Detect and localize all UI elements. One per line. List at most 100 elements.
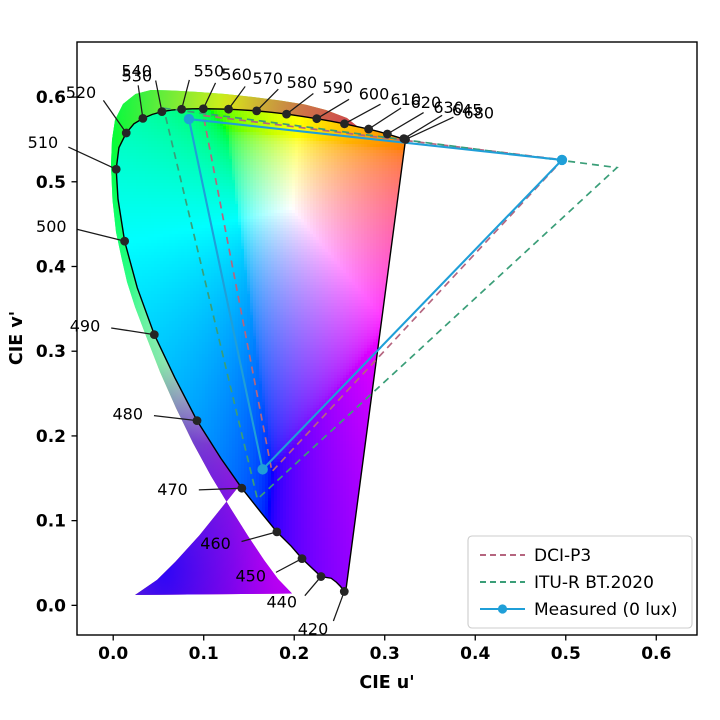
wavelength-leader-line: [228, 86, 246, 110]
wavelength-marker-dot: [111, 164, 121, 174]
wavelength-label-570: 570: [253, 69, 284, 88]
y-tick-label-0.5: 0.5: [36, 173, 66, 193]
wavelength-leader-line: [256, 88, 279, 112]
wavelength-label-510: 510: [28, 133, 59, 152]
wavelength-marker-dot: [297, 554, 307, 563]
y-tick-label-0.0: 0.0: [36, 596, 66, 616]
wavelength-leader-line: [102, 99, 127, 134]
wavelength-label-590: 590: [323, 78, 354, 97]
wavelength-marker-dot: [149, 330, 159, 340]
gamut-triangle-itu-r-bt-2020: [162, 107, 619, 501]
x-tick-label-0.2: 0.2: [279, 644, 309, 664]
wavelength-label-645: 645: [452, 101, 483, 120]
spectral-locus-outline: [115, 108, 407, 593]
wavelength-leader-line: [111, 327, 155, 336]
x-tick-label-0.3: 0.3: [370, 644, 400, 664]
wavelength-leader-line: [241, 531, 278, 543]
wavelength-marker-dot: [364, 124, 374, 134]
legend-label-1: ITU-R BT.2020: [534, 573, 654, 593]
wavelength-label-470: 470: [157, 480, 188, 499]
wavelength-marker-dot: [272, 527, 282, 537]
x-tick-label-0.4: 0.4: [460, 644, 490, 664]
wavelength-marker-dot: [382, 129, 392, 139]
wavelength-label-620: 620: [411, 93, 442, 112]
y-axis-title: CIE v': [7, 311, 27, 365]
wavelength-marker-dot: [237, 483, 247, 493]
x-tick-label-0.0: 0.0: [98, 644, 128, 664]
wavelength-label-630: 630: [433, 98, 464, 117]
measured-primary-point: [556, 154, 568, 166]
x-axis-ticks: 0.0 0.1 0.2 0.3 0.4 0.5 0.6: [98, 635, 671, 664]
wavelength-leader-line: [137, 85, 144, 119]
wavelength-leader-line: [344, 103, 381, 125]
x-axis-title: CIE u': [359, 673, 414, 693]
wavelength-leader-line: [198, 487, 242, 491]
y-tick-label-0.4: 0.4: [36, 257, 66, 277]
wavelength-marker-dot: [177, 104, 187, 114]
wavelength-label-520: 520: [66, 83, 97, 102]
wavelength-leader-line: [202, 82, 217, 110]
wavelength-leader-line: [316, 98, 350, 120]
wavelength-marker-dot: [282, 109, 291, 119]
wavelength-label-450: 450: [235, 567, 266, 586]
wavelength-marker-dot: [401, 135, 410, 144]
wavelength-label-500: 500: [36, 217, 67, 236]
wavelength-label-550: 550: [194, 61, 225, 80]
wavelength-label-580: 580: [287, 73, 318, 92]
wavelength-label-560: 560: [221, 65, 252, 84]
wavelength-marker-dot: [198, 104, 208, 114]
wavelength-label-480: 480: [112, 405, 143, 424]
legend: DCI-P3 ITU-R BT.2020 Measured (0 lux): [467, 535, 693, 629]
wavelength-leader-line: [286, 93, 314, 115]
wavelength-label-490: 490: [70, 317, 101, 336]
wavelength-label-680: 680: [464, 103, 495, 122]
legend-label-2: Measured (0 lux): [534, 600, 678, 620]
wavelength-label-440: 440: [266, 593, 297, 612]
y-tick-label-0.1: 0.1: [36, 512, 66, 532]
wavelength-marker-dot: [312, 114, 322, 124]
wavelength-marker-dot: [157, 107, 167, 117]
wavelength-label-460: 460: [200, 534, 231, 553]
wavelength-marker-dot: [138, 114, 148, 123]
wavelength-marker-dot: [224, 104, 233, 114]
wavelength-leader-line: [155, 80, 163, 112]
wavelength-leader-line: [275, 558, 303, 573]
x-tick-label-0.1: 0.1: [189, 644, 219, 664]
gamut-triangle-measured-0-lux-: [187, 117, 565, 472]
wavelength-marker-dot: [192, 416, 202, 425]
wavelength-marker-dot: [339, 587, 349, 596]
wavelength-label-420: 420: [298, 619, 329, 638]
wavelength-marker-dot: [252, 106, 262, 116]
wavelength-marker-dot: [340, 119, 349, 129]
wavelength-marker-dot: [121, 128, 131, 138]
y-axis-ticks: 0.0 0.1 0.2 0.3 0.4 0.5 0.6: [36, 88, 77, 616]
wavelength-label-600: 600: [359, 85, 390, 104]
wavelength-leader-line: [77, 228, 125, 242]
wavelength-leader-line: [332, 591, 345, 622]
y-tick-label-0.6: 0.6: [36, 88, 66, 108]
axes-frame: [76, 41, 698, 636]
legend-box: [467, 535, 693, 629]
x-tick-label-0.5: 0.5: [551, 644, 581, 664]
wavelength-marker-dot: [316, 572, 326, 581]
wavelength-leader-line: [181, 79, 190, 110]
wavelength-leader-line: [153, 414, 198, 422]
wavelength-leader-line: [403, 114, 443, 140]
y-tick-label-0.3: 0.3: [36, 342, 66, 362]
legend-marker-2: [497, 604, 508, 614]
measured-primary-point: [183, 113, 195, 125]
wavelength-label-530: 530: [122, 66, 153, 85]
measured-primary-point: [257, 464, 268, 475]
x-tick-label-0.6: 0.6: [641, 644, 671, 664]
gamut-triangles: [162, 107, 619, 501]
wavelength-leader-line: [368, 107, 402, 130]
wavelength-marker-dot: [120, 236, 130, 246]
legend-label-0: DCI-P3: [534, 546, 591, 566]
wavelength-leader-line: [405, 116, 454, 140]
wavelength-label-540: 540: [121, 62, 152, 81]
wavelength-leader-line: [387, 112, 424, 135]
wavelength-label-610: 610: [390, 90, 421, 109]
y-tick-label-0.2: 0.2: [36, 427, 66, 447]
